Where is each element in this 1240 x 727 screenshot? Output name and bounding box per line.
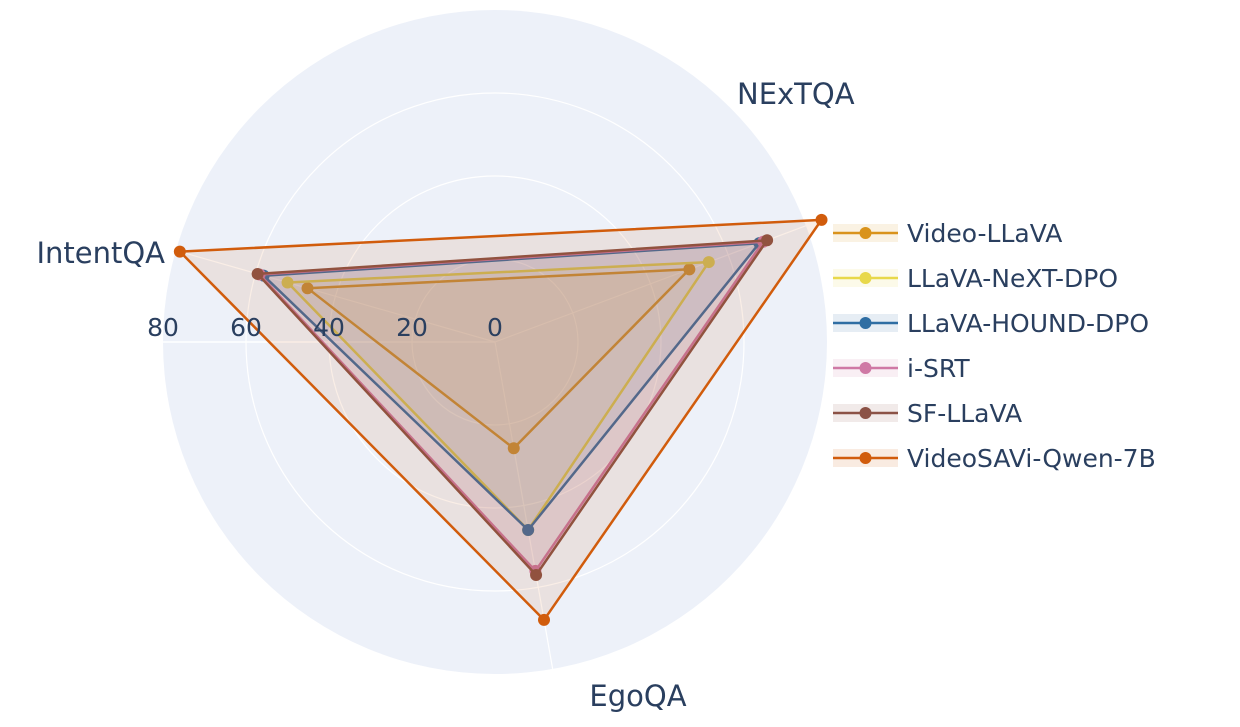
legend-marker [859, 227, 872, 239]
legend-item-4[interactable]: SF-LLaVA [833, 399, 1022, 428]
data-point-1-0[interactable] [702, 256, 715, 269]
polar-grid [163, 92, 807, 670]
radial-tick-20: 20 [396, 313, 428, 342]
radial-tick-60: 60 [230, 313, 262, 342]
data-point-5-0[interactable] [815, 213, 828, 226]
radial-tick-80: 80 [147, 313, 179, 342]
series-polygon-2 [262, 241, 761, 532]
legend-label: Video-LLaVA [907, 219, 1062, 248]
data-point-1-2[interactable] [281, 276, 294, 289]
series-polygon-0 [306, 268, 691, 450]
legend-marker [859, 362, 872, 374]
series-layer [173, 213, 828, 626]
legend-item-1[interactable]: LLaVA-NeXT-DPO [833, 264, 1118, 293]
data-point-4-2[interactable] [251, 267, 264, 280]
radial-tick-0: 0 [487, 313, 503, 342]
legend-item-0[interactable]: Video-LLaVA [833, 219, 1062, 248]
series-polygon-4 [256, 239, 769, 577]
legend-label: i-SRT [907, 354, 970, 383]
data-point-4-0[interactable] [761, 234, 774, 247]
data-point-4-1[interactable] [530, 568, 543, 581]
legend-label: SF-LLaVA [907, 399, 1022, 428]
legend-marker [859, 407, 872, 419]
data-point-2-1[interactable] [522, 523, 535, 536]
data-point-0-0[interactable] [683, 263, 696, 276]
data-point-5-2[interactable] [173, 245, 186, 258]
axis-label-egoqa: EgoQA [589, 679, 686, 713]
legend-marker [859, 317, 872, 329]
radial-tick-40: 40 [313, 313, 345, 342]
legend-marker [859, 452, 872, 464]
axis-labels: NExTQA EgoQA IntentQA [36, 77, 854, 713]
axis-label-intentqa: IntentQA [36, 236, 165, 270]
data-point-0-1[interactable] [507, 442, 520, 455]
axis-spoke-2 [175, 249, 496, 343]
legend-label: LLaVA-HOUND-DPO [907, 309, 1149, 338]
legend-item-5[interactable]: VideoSAVi-Qwen-7B [833, 444, 1156, 473]
legend-label: LLaVA-NeXT-DPO [907, 264, 1118, 293]
legend[interactable]: Video-LLaVA LLaVA-NeXT-DPO LLaVA-HOUND-DPO… [833, 219, 1156, 473]
series-polygon-5 [178, 218, 823, 622]
legend-item-2[interactable]: LLaVA-HOUND-DPO [833, 309, 1149, 338]
legend-item-3[interactable]: i-SRT [833, 354, 970, 383]
data-point-5-1[interactable] [538, 613, 551, 626]
legend-label: VideoSAVi-Qwen-7B [907, 444, 1156, 473]
legend-marker [859, 272, 872, 284]
data-point-0-2[interactable] [301, 282, 314, 295]
axis-label-nextqa: NExTQA [737, 77, 855, 111]
radial-tick-labels: 0 20 40 60 80 [147, 313, 503, 342]
series-polygon-1 [286, 260, 711, 532]
